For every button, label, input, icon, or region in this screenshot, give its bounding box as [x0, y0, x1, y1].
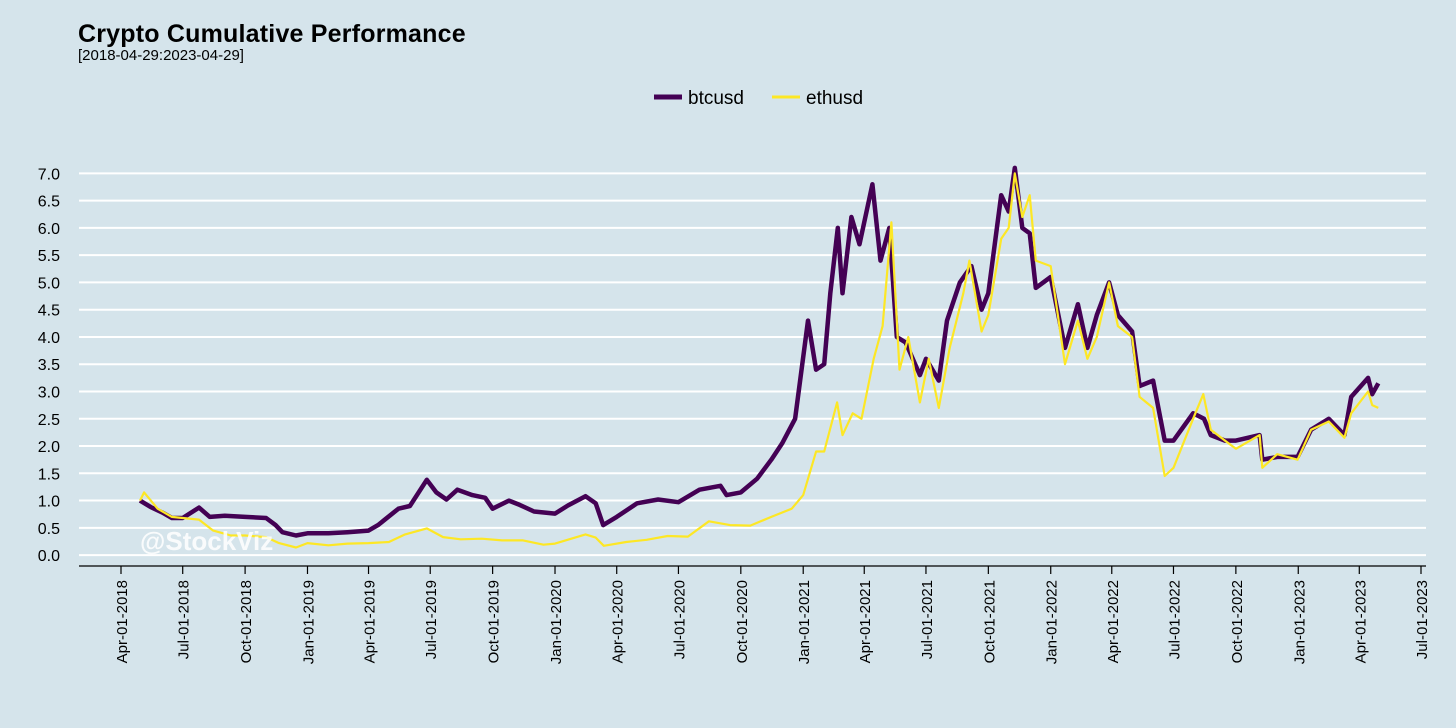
x-tick-label: Jul-01-2021 — [919, 580, 936, 659]
x-tick-label: Apr-01-2019 — [362, 580, 379, 663]
y-tick-label: 6.5 — [38, 194, 60, 211]
legend: btcusd ethusd — [654, 88, 863, 109]
x-axis: Apr-01-2018 Jul-01-2018 Oct-01-2018 Jan-01-… — [79, 565, 1431, 664]
x-tick-label: Apr-01-2020 — [610, 580, 627, 663]
x-tick-label: Apr-01-2018 — [114, 580, 131, 663]
y-tick-label: 3.0 — [38, 384, 60, 401]
chart-subtitle: [2018-04-29:2023-04-29] — [78, 47, 244, 64]
plot-area — [138, 165, 1381, 549]
chart-title: Crypto Cumulative Performance — [78, 20, 466, 48]
x-tick-label: Oct-01-2018 — [238, 580, 255, 663]
x-tick-label: Jan-01-2022 — [1044, 580, 1061, 664]
x-tick-label: Oct-01-2022 — [1229, 580, 1246, 663]
x-tick-label: Jul-01-2022 — [1166, 580, 1183, 659]
legend-label-ethusd: ethusd — [806, 88, 863, 109]
y-tick-label: 5.5 — [38, 248, 60, 265]
y-tick-label: 0.0 — [38, 548, 60, 565]
x-tick-label: Jan-01-2020 — [548, 580, 565, 664]
x-tick-label: Jul-01-2020 — [671, 580, 688, 659]
x-tick-label: Apr-01-2023 — [1352, 580, 1369, 663]
x-tick-label: Apr-01-2021 — [857, 580, 874, 663]
series-line-ethusd — [139, 172, 1379, 549]
series-line-btcusd — [138, 165, 1381, 538]
y-tick-label: 1.5 — [38, 466, 60, 483]
y-tick-label: 0.5 — [38, 521, 60, 538]
y-tick-label: 3.5 — [38, 357, 60, 374]
legend-label-btcusd: btcusd — [688, 88, 744, 109]
gridlines — [79, 172, 1426, 557]
y-tick-label: 2.5 — [38, 412, 60, 429]
x-tick-label: Oct-01-2020 — [734, 580, 751, 663]
x-tick-label: Oct-01-2019 — [486, 580, 503, 663]
y-tick-label: 4.0 — [38, 330, 60, 347]
x-tick-label: Jan-01-2023 — [1291, 580, 1308, 664]
y-axis: 0.0 0.5 1.0 1.5 2.0 2.5 3.0 3.5 4.0 4.5 5.0 5.5 6.0 6… — [38, 166, 60, 565]
y-tick-label: 6.0 — [38, 221, 60, 238]
x-tick-label: Oct-01-2021 — [981, 580, 998, 663]
watermark: @StockViz — [140, 526, 273, 556]
y-tick-label: 1.0 — [38, 494, 60, 511]
x-tick-label: Jan-01-2019 — [300, 580, 317, 664]
y-tick-label: 2.0 — [38, 439, 60, 456]
y-tick-label: 4.5 — [38, 303, 60, 320]
y-tick-label: 5.0 — [38, 275, 60, 292]
y-tick-label: 7.0 — [38, 166, 60, 183]
x-tick-label: Jul-01-2018 — [176, 580, 193, 659]
x-tick-label: Jul-01-2019 — [423, 580, 440, 659]
x-tick-label: Jan-01-2021 — [796, 580, 813, 664]
x-tick-label: Jul-01-2023 — [1414, 580, 1431, 659]
x-tick-label: Apr-01-2022 — [1105, 580, 1122, 663]
